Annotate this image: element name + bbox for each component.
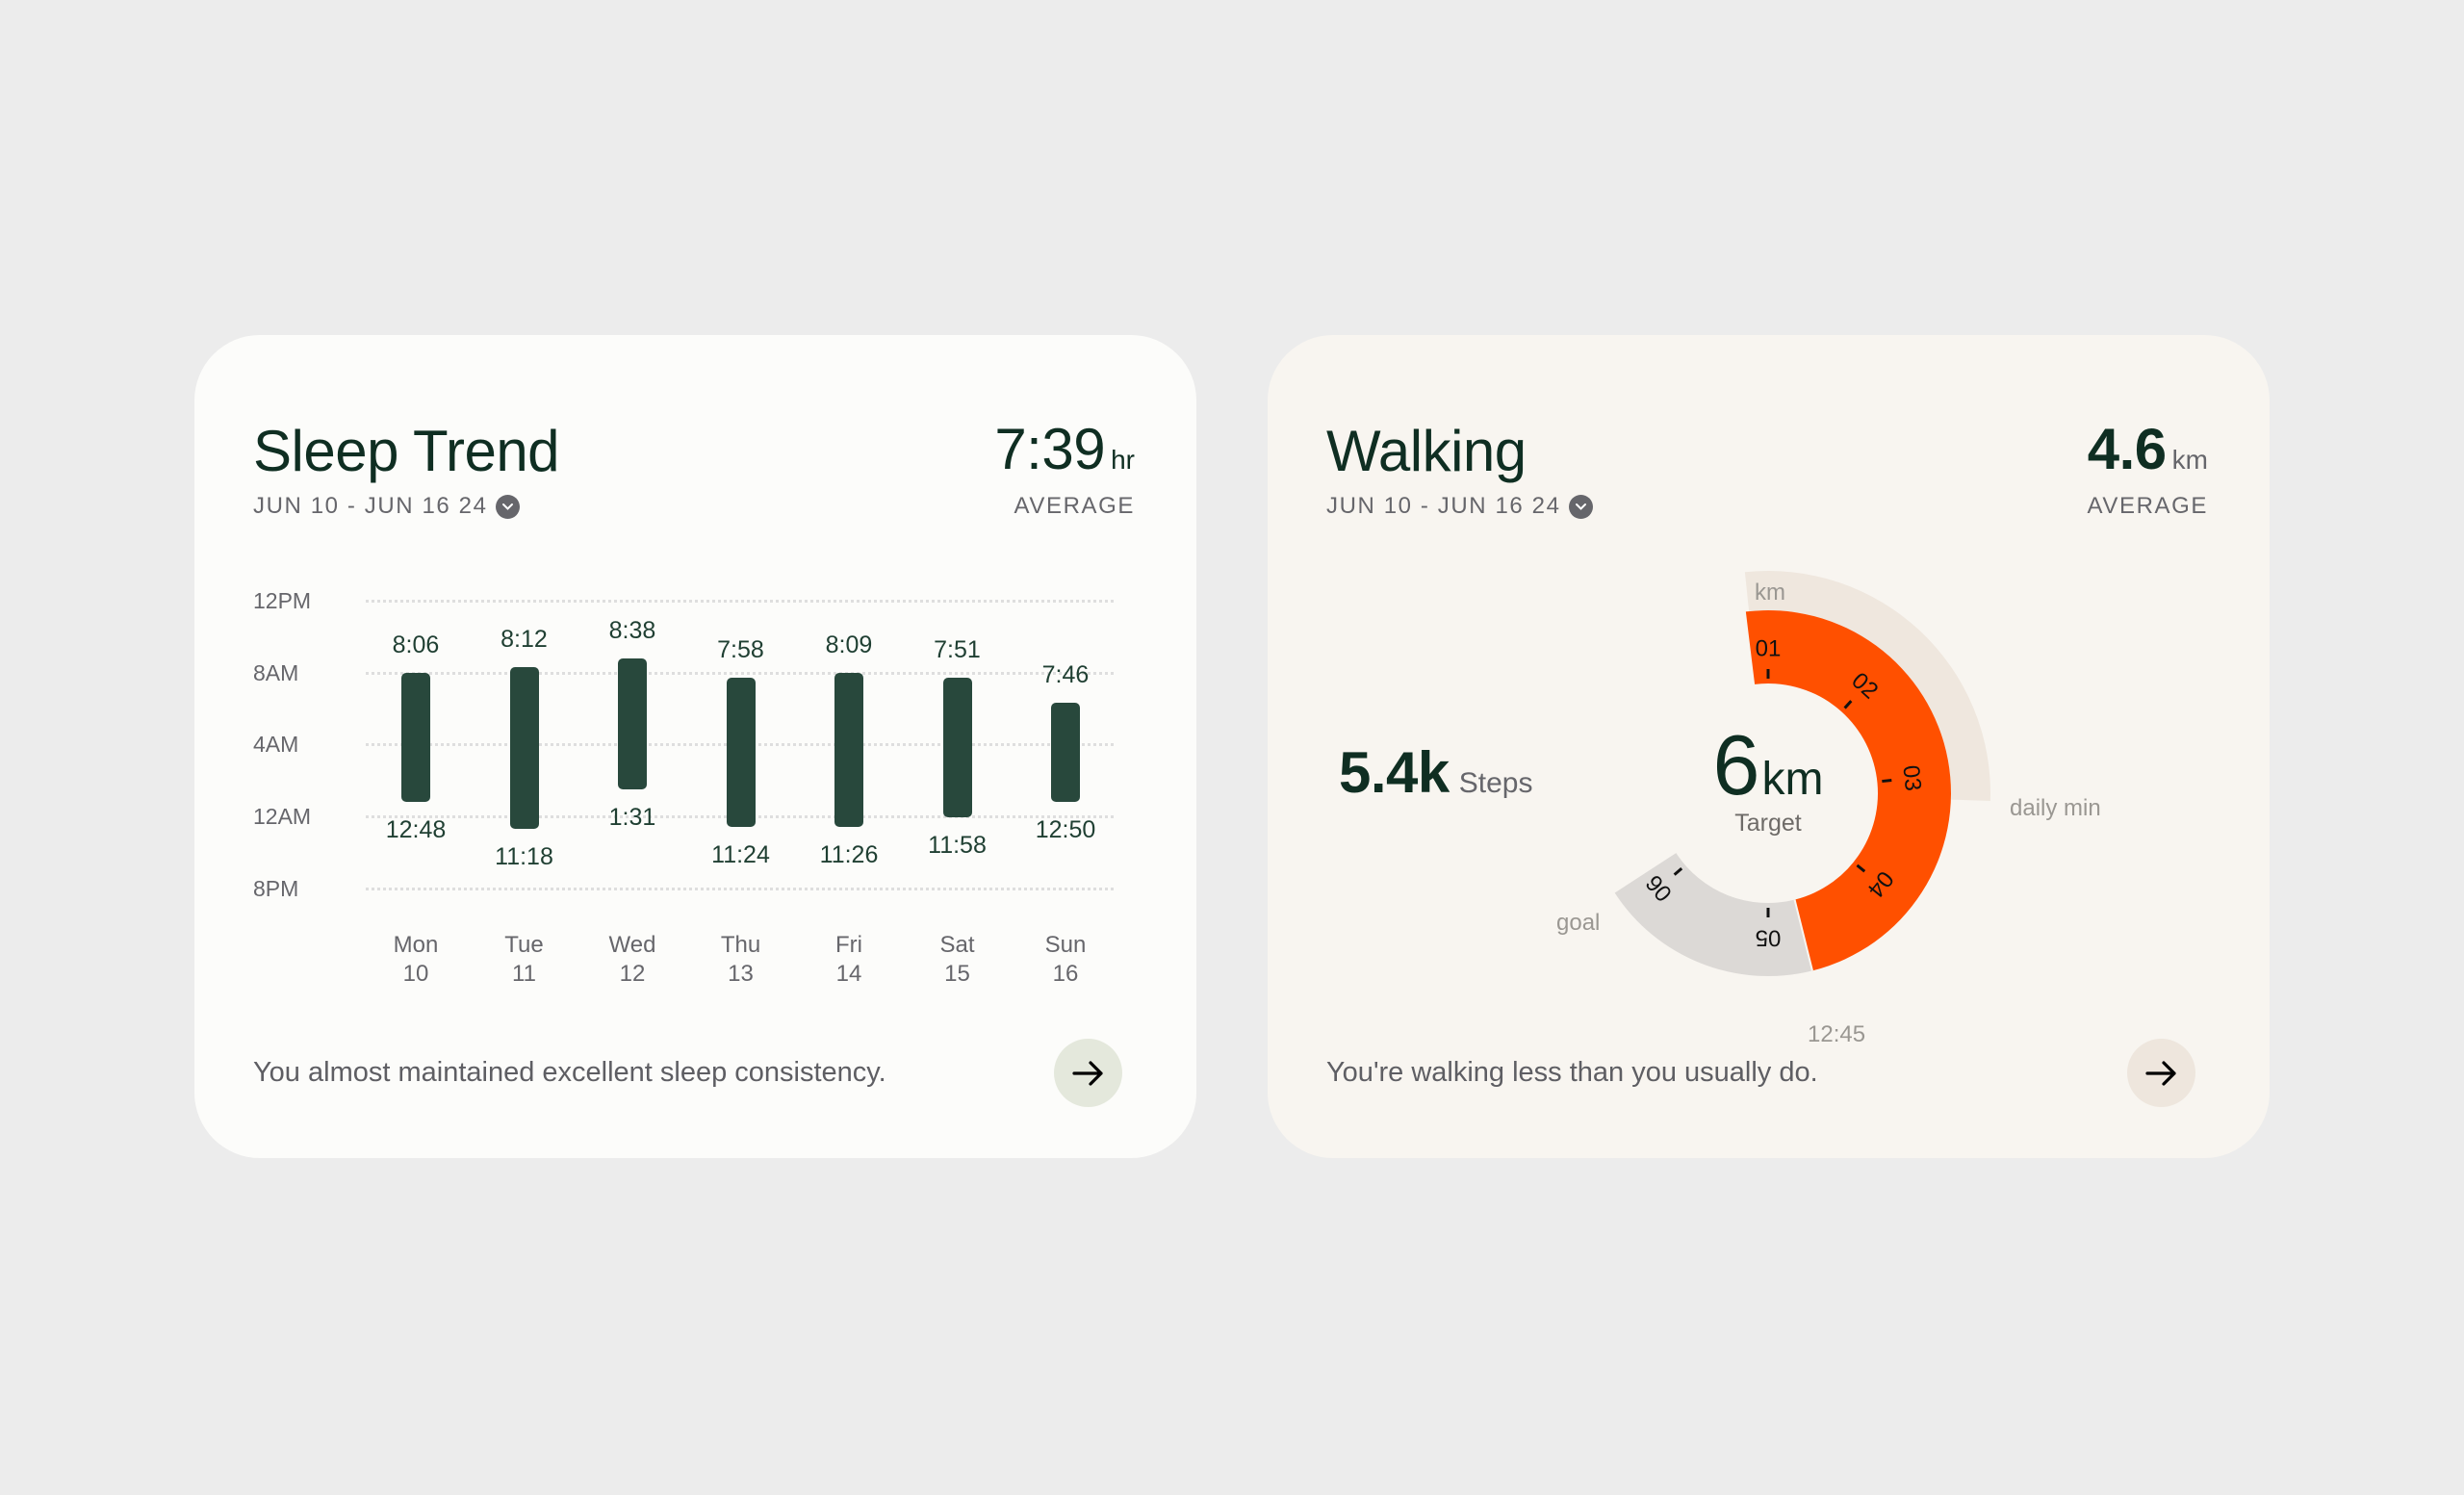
sleep-bar[interactable] (618, 657, 647, 789)
steps-label: Steps (1458, 767, 1533, 799)
date-range-label: JUN 10 - JUN 16 24 (1326, 493, 1561, 519)
details-arrow-button[interactable] (2127, 1039, 2195, 1107)
sleep-trend-card: Sleep Trend JUN 10 - JUN 16 24 7:39 hr AV… (194, 335, 1196, 1158)
day-label: Sat 15 (939, 932, 975, 987)
average-stat: 4.6 km (2088, 416, 2208, 499)
bedtime-label: 12:50 (1035, 815, 1096, 843)
date-range-selector[interactable]: JUN 10 - JUN 16 24 (1326, 492, 1593, 521)
average-value: 4.6 (2087, 417, 2167, 481)
daily-min-label: daily min (2010, 795, 2101, 821)
date-range-label: JUN 10 - JUN 16 24 (253, 493, 488, 519)
average-unit: km (2171, 445, 2208, 475)
bedtime-label: 12:48 (385, 816, 447, 844)
gridline (366, 671, 1114, 675)
target-value: 6 (1712, 717, 1760, 812)
duration-label: 8:38 (608, 616, 656, 644)
card-title: Walking (1326, 419, 1527, 483)
average-unit: hr (1111, 445, 1135, 475)
day-label: Mon 10 (393, 932, 439, 987)
day-label: Sun 16 (1044, 932, 1087, 987)
arrow-right-icon (1071, 1060, 1103, 1086)
target-unit: km (1761, 754, 1824, 805)
steps-value: 5.4k (1339, 740, 1450, 805)
duration-label: 8:06 (392, 631, 440, 658)
tick-label: 01 (1756, 636, 1782, 662)
day-label: Wed 12 (608, 932, 656, 987)
remaining-arc (1614, 853, 1812, 976)
card-title: Sleep Trend (253, 419, 560, 483)
duration-label: 8:12 (500, 626, 548, 654)
bedtime-label: 11:24 (711, 841, 770, 869)
walking-card: Walking JUN 10 - JUN 16 24 4.6 km AVERAGE… (1268, 335, 2270, 1158)
y-axis-label: 8AM (253, 659, 299, 685)
average-stat: 7:39 hr (994, 416, 1135, 499)
y-axis-label: 4AM (253, 732, 299, 758)
insight-message: You're walking less than you usually do. (1326, 1057, 1818, 1088)
chevron-down-icon[interactable] (1568, 494, 1593, 519)
details-arrow-button[interactable] (1054, 1039, 1122, 1107)
average-value: 7:39 (994, 417, 1106, 481)
tick-label: 03 (1897, 764, 1926, 792)
arrow-right-icon (2144, 1060, 2176, 1086)
gauge-unit-label: km (1755, 580, 1785, 606)
y-axis-label: 8PM (253, 875, 299, 901)
gauge-center: 6km Target (1672, 722, 1864, 838)
goal-label: goal (1556, 910, 1601, 936)
sleep-bar[interactable] (726, 678, 756, 828)
gridline (366, 887, 1114, 890)
sleep-bar[interactable] (834, 672, 863, 827)
time-label: 12:45 (1808, 1021, 1866, 1047)
tick-mark (1856, 863, 1866, 873)
sleep-bar[interactable] (401, 672, 430, 803)
date-range-selector[interactable]: JUN 10 - JUN 16 24 (253, 492, 520, 521)
gridline (366, 600, 1114, 603)
duration-label: 7:51 (934, 636, 981, 664)
tick-mark (1882, 779, 1892, 784)
steps-stat: 5.4k Steps (1339, 739, 1533, 806)
duration-label: 8:09 (825, 631, 873, 658)
bedtime-label: 11:58 (928, 831, 987, 859)
tick-mark (1673, 866, 1683, 876)
tick-label: 05 (1756, 925, 1782, 951)
daily-min-arc (1744, 571, 1990, 802)
duration-label: 7:46 (1041, 661, 1090, 689)
bedtime-label: 1:31 (608, 803, 656, 831)
bedtime-label: 11:18 (495, 843, 553, 871)
duration-label: 7:58 (717, 636, 764, 664)
sleep-bar[interactable] (509, 667, 539, 830)
average-label: AVERAGE (2087, 493, 2208, 519)
y-axis-label: 12AM (253, 804, 312, 830)
day-label: Tue 11 (504, 932, 544, 987)
target-label: Target (1734, 810, 1802, 837)
day-label: Fri 14 (835, 932, 862, 987)
day-label: Thu 13 (720, 932, 761, 987)
chevron-down-icon[interactable] (495, 494, 520, 519)
bedtime-label: 11:26 (819, 840, 879, 868)
sleep-bar[interactable] (1051, 703, 1080, 802)
tick-mark (1843, 700, 1853, 709)
insight-message: You almost maintained excellent sleep co… (253, 1057, 886, 1088)
progress-arc (1745, 610, 1952, 971)
sleep-bar[interactable] (942, 678, 972, 817)
y-axis-label: 12PM (253, 588, 312, 613)
average-label: AVERAGE (1014, 493, 1135, 519)
